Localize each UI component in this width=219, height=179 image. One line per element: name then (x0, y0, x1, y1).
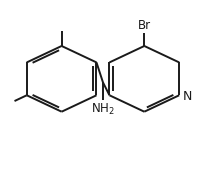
Text: N: N (183, 90, 193, 103)
Text: NH$_2$: NH$_2$ (91, 102, 115, 117)
Text: Br: Br (138, 19, 151, 32)
